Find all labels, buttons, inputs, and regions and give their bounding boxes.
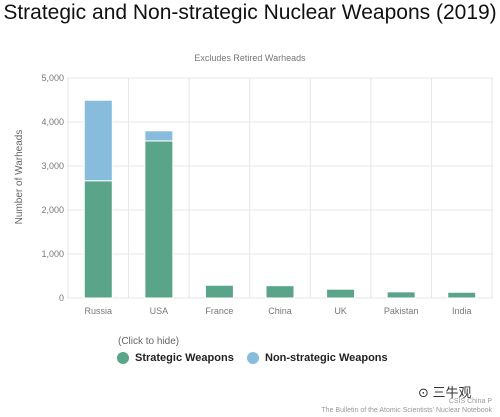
y-tick-labels: 0 1,000 2,000 3,000 4,000 5,000 — [41, 73, 64, 303]
x-tick-label: Russia — [85, 306, 113, 316]
bar-russia-non-strategic — [83, 99, 113, 182]
grid-lines — [67, 77, 493, 299]
y-tick-label: 3,000 — [41, 161, 64, 171]
source-line-1: CSIS China P — [448, 398, 492, 405]
source-line-2: The Bulletin of the Atomic Scientists' N… — [321, 407, 492, 414]
y-tick-label: 4,000 — [41, 117, 64, 127]
watermark: ⊙ 三牛观 — [418, 385, 472, 400]
bar-uk-strategic — [326, 288, 356, 299]
bars — [83, 99, 477, 299]
bar-pakistan-strategic — [386, 291, 416, 299]
bar-usa-strategic — [144, 140, 174, 299]
x-tick-label: France — [205, 306, 233, 316]
x-tick-labels: Russia USA France China UK Pakistan India — [85, 306, 472, 316]
x-tick-label: USA — [150, 306, 169, 316]
bar-india-strategic — [447, 291, 477, 299]
y-axis-label: Number of Warheads — [14, 130, 25, 225]
legend-item-strategic[interactable]: Strategic Weapons — [117, 352, 234, 364]
bar-france-strategic — [204, 284, 234, 299]
legend-dot-non-strategic — [247, 352, 259, 364]
chart-title: Strategic and Non-strategic Nuclear Weap… — [3, 1, 497, 24]
x-tick-label: India — [452, 306, 472, 316]
x-tick-label: UK — [334, 306, 347, 316]
source-note: CSIS China P The Bulletin of the Atomic … — [321, 397, 492, 415]
legend-label-strategic: Strategic Weapons — [135, 352, 234, 364]
bar-china-strategic — [265, 285, 295, 299]
y-tick-label: 5,000 — [41, 73, 64, 83]
x-tick-label: China — [268, 306, 292, 316]
legend-label-non-strategic: Non-strategic Weapons — [265, 352, 388, 364]
x-tick-label: Pakistan — [384, 306, 419, 316]
y-tick-label: 0 — [59, 293, 64, 303]
bar-usa-non-strategic — [144, 130, 174, 142]
legend-item-non-strategic[interactable]: Non-strategic Weapons — [247, 352, 388, 364]
y-tick-label: 2,000 — [41, 205, 64, 215]
chart-subtitle: Excludes Retired Warheads — [194, 53, 306, 63]
legend-hint: (Click to hide) — [118, 336, 180, 347]
nuclear-weapons-bar-chart: 0 1,000 2,000 3,000 4,000 5,000 Number of War… — [14, 73, 493, 316]
bar-russia-strategic — [83, 180, 113, 299]
y-tick-label: 1,000 — [41, 249, 64, 259]
legend-dot-strategic — [117, 352, 129, 364]
